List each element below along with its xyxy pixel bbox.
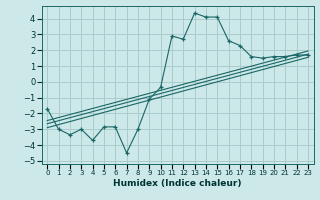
X-axis label: Humidex (Indice chaleur): Humidex (Indice chaleur)	[113, 179, 242, 188]
